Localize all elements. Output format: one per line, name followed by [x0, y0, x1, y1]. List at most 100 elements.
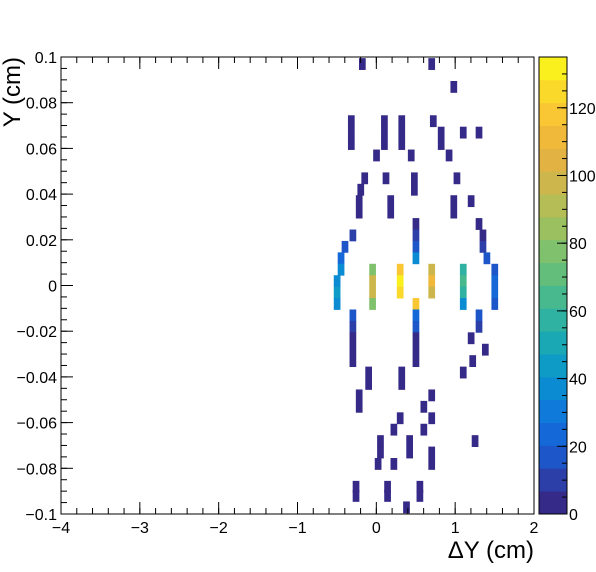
- y-tick-label: 0.1: [35, 50, 57, 67]
- y-tick-label: 0.08: [26, 96, 57, 113]
- x-tick-label: 2: [530, 520, 539, 537]
- heatmap-cell: [398, 366, 406, 379]
- heatmap-cell: [365, 378, 373, 390]
- colorbar-segment: [539, 194, 567, 218]
- heatmap-cell: [467, 195, 475, 208]
- heatmap-cell: [384, 480, 391, 493]
- heatmap-cell: [416, 490, 424, 502]
- y-tick-label: −0.06: [17, 416, 58, 433]
- heatmap-cell: [352, 480, 360, 493]
- heatmap-cell: [398, 378, 406, 390]
- heatmap-cell: [428, 58, 436, 70]
- heatmap-cell: [349, 332, 357, 345]
- heatmap-cell: [347, 115, 355, 128]
- heatmap-cell: [398, 115, 406, 128]
- heatmap-cell: [428, 275, 436, 288]
- heatmap-cell: [355, 195, 363, 208]
- heatmap-cell: [453, 172, 461, 185]
- colorbar-segment: [539, 79, 567, 104]
- heatmap-cell: [411, 183, 418, 196]
- colorbar-segment: [539, 239, 567, 264]
- heatmap-cell: [398, 126, 406, 139]
- heatmap-cell: [428, 446, 436, 459]
- heatmap-cell: [428, 286, 436, 299]
- heatmap-cell: [467, 332, 475, 345]
- heatmap-cell: [407, 149, 415, 162]
- heatmap-cell: [471, 435, 479, 447]
- colorbar-tick-label: 20: [569, 439, 587, 456]
- heatmap-cell: [381, 115, 388, 128]
- heatmap-cell: [459, 298, 467, 310]
- heatmap-cell: [445, 149, 453, 162]
- heatmap-cell: [428, 389, 436, 402]
- heatmap-cell: [333, 275, 341, 288]
- heatmap-cell: [406, 435, 413, 447]
- heatmap-cell: [341, 240, 349, 253]
- heatmap-cell: [437, 138, 445, 150]
- heatmap-cell: [357, 183, 365, 196]
- y-tick-label: 0.06: [26, 141, 57, 158]
- heatmap-cell: [450, 80, 458, 93]
- colorbar-segment: [539, 125, 567, 149]
- heatmap-cell: [347, 126, 355, 139]
- colorbar-segment: [539, 331, 567, 355]
- heatmap-cell: [475, 218, 483, 230]
- heatmap-cell: [369, 263, 376, 276]
- y-tick-label: −0.08: [17, 461, 58, 478]
- heatmap-cell: [412, 229, 420, 242]
- heatmap-cell: [349, 355, 357, 368]
- x-tick-label: −1: [288, 520, 306, 537]
- heatmap-cell: [365, 366, 373, 379]
- heatmap-cell: [369, 286, 376, 299]
- heatmap-cell: [355, 400, 363, 413]
- colorbar-segment: [539, 399, 567, 423]
- colorbar-segment: [539, 102, 567, 126]
- y-axis-label: Y (cm): [0, 57, 26, 127]
- heatmap-cell: [412, 240, 420, 253]
- heatmap-cell: [390, 423, 398, 436]
- heatmap-cell: [437, 126, 445, 139]
- heatmap-cell: [459, 275, 467, 288]
- heatmap-cell: [459, 366, 467, 379]
- heatmap-cell: [382, 172, 390, 185]
- x-tick-label: −2: [210, 520, 228, 537]
- y-tick-label: 0.04: [26, 187, 57, 204]
- heatmap-cell: [412, 343, 420, 356]
- heatmap-cell: [479, 240, 487, 253]
- heatmap-cell: [420, 423, 428, 436]
- heatmap-cell: [475, 309, 483, 322]
- heatmap-cell: [355, 389, 363, 402]
- heatmap-cell: [412, 218, 420, 230]
- colorbar: 0 20 40 60 80 100 120: [538, 56, 596, 524]
- heatmap-cell: [479, 229, 487, 242]
- heatmap-cell: [396, 286, 404, 299]
- heatmap-cell: [361, 172, 369, 185]
- heatmap-cell: [349, 309, 357, 322]
- colorbar-tick-label: 40: [569, 372, 587, 389]
- colorbar-segment: [539, 216, 567, 241]
- heatmap-cell: [475, 126, 483, 139]
- heatmap-cell: [374, 458, 382, 470]
- heatmap-cell: [412, 332, 420, 345]
- heatmap-cell: [459, 286, 467, 299]
- x-axis-label: ΔY (cm): [448, 537, 534, 564]
- colorbar-segment: [539, 468, 567, 492]
- y-tick-label: −0.02: [17, 324, 58, 341]
- colorbar-segment: [539, 285, 567, 309]
- heatmap-cell: [412, 252, 420, 265]
- colorbar-segment: [539, 262, 567, 286]
- heatmap-cell: [398, 138, 406, 150]
- heatmap-cell: [416, 480, 424, 493]
- heatmap-cell: [396, 263, 404, 276]
- x-tick-label: 1: [451, 520, 460, 537]
- heatmap-cell: [369, 275, 376, 288]
- colorbar-tick-label: 120: [569, 101, 596, 118]
- heatmap-cell: [333, 298, 341, 310]
- heatmap-cell: [459, 263, 467, 276]
- colorbar-segment: [539, 491, 567, 515]
- colorbar-tick-label: 100: [569, 168, 596, 185]
- heatmap-cell: [491, 298, 499, 310]
- heatmap-cell: [377, 446, 384, 459]
- heatmap-cell: [396, 275, 404, 288]
